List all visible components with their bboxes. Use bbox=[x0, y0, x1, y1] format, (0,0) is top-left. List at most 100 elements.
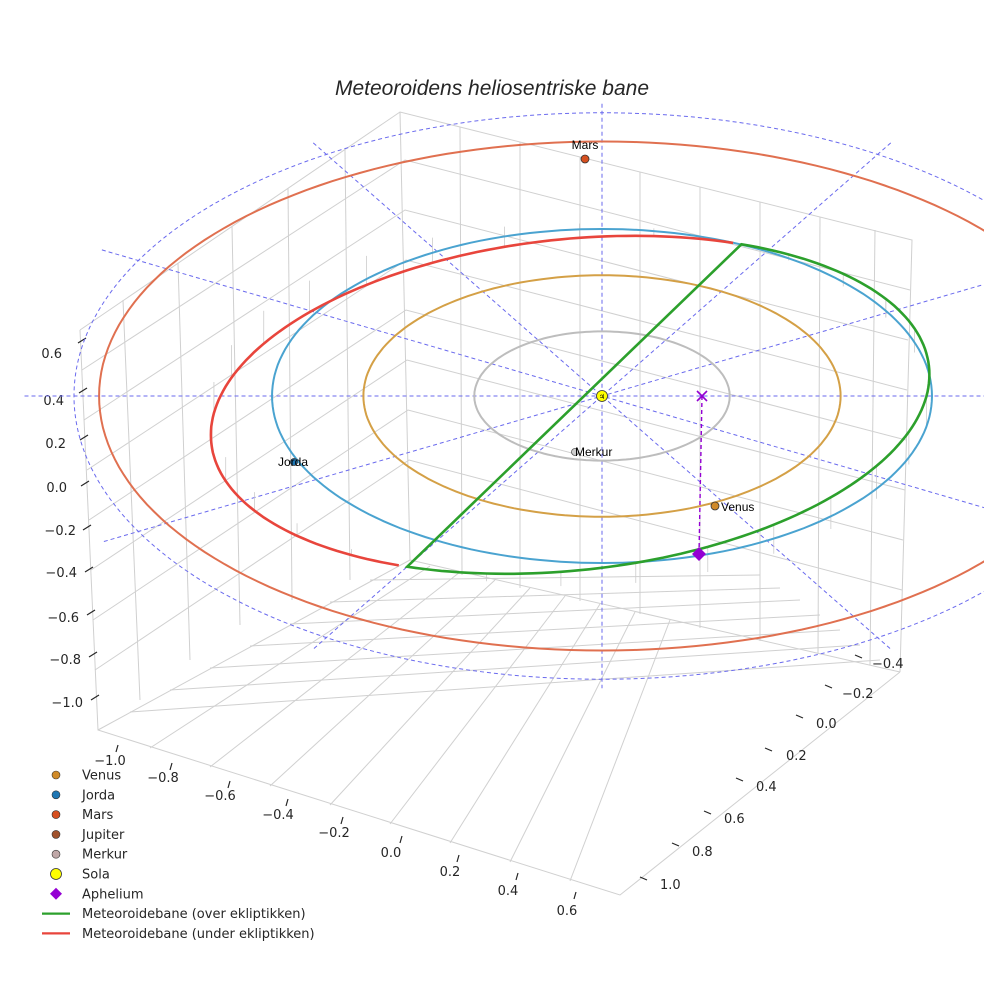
meteoroid-orbit-below bbox=[209, 234, 734, 567]
legend-swatch bbox=[50, 868, 62, 880]
aphelion-marker bbox=[692, 547, 706, 561]
y-tick: 0.4 bbox=[756, 780, 777, 795]
grid-v bbox=[817, 216, 821, 655]
z-tick: −0.4 bbox=[45, 566, 77, 581]
legend: Venus Jorda Mars Jupiter Merkur Sola Aphelium M… bbox=[42, 769, 315, 942]
grid-h bbox=[86, 259, 908, 471]
x-tick: −0.2 bbox=[318, 826, 350, 841]
floor-grid bbox=[209, 571, 461, 768]
grid-v bbox=[459, 126, 463, 576]
orbit-mars bbox=[98, 140, 984, 652]
x-tick: −1.0 bbox=[94, 754, 126, 769]
reference-spoke bbox=[312, 142, 892, 650]
legend-label: Venus bbox=[82, 769, 121, 784]
legend-swatch bbox=[51, 849, 61, 859]
aphelion-projection-line bbox=[698, 395, 703, 555]
floor-grid bbox=[249, 614, 821, 647]
legend-swatch bbox=[51, 770, 61, 780]
grid-v bbox=[869, 229, 876, 666]
x-tick: −0.8 bbox=[147, 771, 179, 786]
venus-marker bbox=[710, 501, 720, 511]
y-tick: 0.6 bbox=[724, 812, 745, 827]
z-tick-labels: 0.6 0.4 0.2 0.0 −0.2 −0.4 −0.6 −0.8 −1.0 bbox=[41, 347, 83, 711]
legend-swatch bbox=[51, 810, 61, 819]
legend-label: Aphelium bbox=[82, 887, 144, 902]
grid-v bbox=[287, 187, 293, 601]
x-tick: 0.4 bbox=[498, 884, 519, 899]
orbit-jorda bbox=[270, 227, 933, 565]
y-tick: −0.4 bbox=[872, 657, 904, 672]
grid-h bbox=[94, 459, 903, 671]
sun-marker bbox=[596, 390, 608, 402]
z-tick: −0.6 bbox=[47, 611, 79, 626]
y-tick: 1.0 bbox=[660, 878, 681, 893]
z-tick: 0.4 bbox=[43, 394, 64, 409]
mars-marker bbox=[580, 154, 590, 164]
x-tick: −0.4 bbox=[262, 808, 294, 823]
legend-label: Merkur bbox=[82, 848, 128, 863]
x-tick: 0.0 bbox=[381, 846, 402, 861]
grid-h bbox=[90, 359, 906, 571]
planet-orbits bbox=[98, 140, 984, 652]
y-tick-labels: −0.4 −0.2 0.0 0.2 0.4 0.6 0.8 1.0 bbox=[660, 657, 904, 893]
legend-label: Jupiter bbox=[81, 828, 125, 843]
back-pane-outline bbox=[79, 111, 913, 673]
drop-lines bbox=[211, 223, 929, 587]
x-tick: 0.6 bbox=[557, 904, 578, 919]
legend-swatch bbox=[50, 887, 62, 900]
z-tick: 0.0 bbox=[46, 481, 67, 496]
mars-label: Mars bbox=[572, 138, 599, 152]
venus-label: Venus bbox=[721, 500, 754, 514]
floor-grid bbox=[389, 595, 566, 825]
legend-label: Jorda bbox=[81, 788, 115, 803]
floor-grid bbox=[569, 619, 671, 882]
back-edge bbox=[399, 111, 411, 561]
floor-outline bbox=[79, 329, 901, 896]
floor-grid bbox=[449, 603, 601, 844]
z-tick: 0.6 bbox=[41, 347, 62, 362]
legend-label: Mars bbox=[82, 808, 114, 823]
z-tick: −1.0 bbox=[51, 696, 83, 711]
grid-h bbox=[92, 409, 904, 621]
meteoroid-orbit-above bbox=[404, 242, 931, 576]
floor-grid bbox=[369, 574, 761, 581]
y-tick: 0.8 bbox=[692, 845, 713, 860]
jorda-marker bbox=[290, 458, 298, 466]
planet-markers: Mars Venus Merkur Jorda ♃ bbox=[278, 138, 754, 514]
merkur-marker bbox=[571, 448, 579, 456]
grid-h bbox=[81, 159, 911, 371]
z-tick: 0.2 bbox=[45, 437, 66, 452]
floor-grid bbox=[509, 611, 636, 863]
y-tick: 0.2 bbox=[786, 749, 807, 764]
sun-symbol: ♃ bbox=[599, 393, 605, 401]
grid-h bbox=[83, 209, 909, 421]
grid-v bbox=[177, 262, 191, 661]
jorda-label: Jorda bbox=[278, 455, 308, 469]
z-tick: −0.2 bbox=[44, 524, 76, 539]
y-tick: 0.0 bbox=[816, 717, 837, 732]
legend-label: Meteoroidebane (over ekliptikken) bbox=[82, 907, 306, 922]
chart-title: Meteoroidens heliosentriske bane bbox=[335, 77, 649, 100]
legend-label: Meteoroidebane (under ekliptikken) bbox=[82, 927, 315, 942]
grid-v bbox=[122, 299, 141, 701]
floor-grid bbox=[289, 599, 801, 625]
floor-grid bbox=[129, 659, 881, 713]
x-tick: 0.2 bbox=[440, 865, 461, 880]
z-tick: −0.8 bbox=[49, 653, 81, 668]
floor-grid bbox=[169, 644, 861, 691]
axes-grid bbox=[79, 111, 913, 896]
legend-label: Sola bbox=[82, 868, 110, 883]
floor-grid bbox=[269, 579, 496, 787]
y-tick: −0.2 bbox=[842, 687, 874, 702]
meteoroid-orbit bbox=[209, 234, 931, 576]
x-tick-labels: −1.0 −0.8 −0.6 −0.4 −0.2 0.0 0.2 0.4 0.6 bbox=[94, 754, 577, 919]
orbit-venus bbox=[362, 274, 842, 518]
orbit-merkur bbox=[473, 330, 731, 462]
grid-v bbox=[344, 149, 351, 581]
aphelion-projection-cross bbox=[696, 390, 708, 402]
floor-grid bbox=[329, 587, 781, 603]
aphelion-group bbox=[692, 390, 708, 561]
grid-h bbox=[88, 309, 907, 521]
floor-grid bbox=[149, 565, 431, 749]
